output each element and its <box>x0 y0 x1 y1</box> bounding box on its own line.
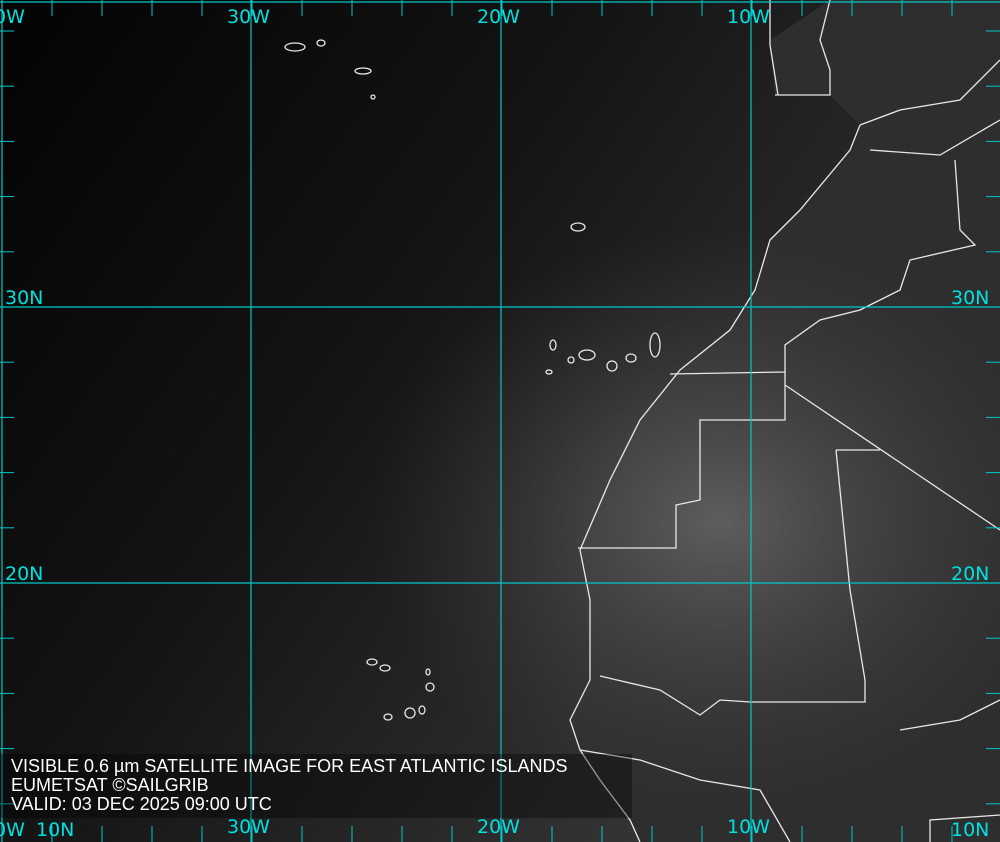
caption-source: EUMETSAT ©SAILGRIB <box>11 775 209 795</box>
lon-label-top: 20W <box>477 6 520 28</box>
caption-backdrop <box>0 754 632 818</box>
lon-label-bottom: 30W <box>227 816 270 838</box>
lon-label-top: 30W <box>227 6 270 28</box>
lat-label-left: 10N <box>36 819 75 841</box>
coastlines <box>569 0 1000 842</box>
lon-label-top: 10W <box>727 6 770 28</box>
lat-label-left: 30N <box>5 287 44 309</box>
caption-title: VISIBLE 0.6 µm SATELLITE IMAGE FOR EAST … <box>11 756 568 776</box>
lat-label-right: 30N <box>951 287 990 309</box>
lat-label-left: 20N <box>5 563 44 585</box>
islands <box>284 39 661 721</box>
lon-label-bottom: 20W <box>477 816 520 838</box>
lon-label-top: 0W <box>0 6 25 28</box>
caption-valid-time: VALID: 03 DEC 2025 09:00 UTC <box>11 794 272 814</box>
lat-label-right: 20N <box>951 563 990 585</box>
lon-label-bottom: 10W <box>727 816 770 838</box>
lat-label-right: 10N <box>951 819 990 841</box>
lon-label-bottom: 0W <box>0 819 25 841</box>
